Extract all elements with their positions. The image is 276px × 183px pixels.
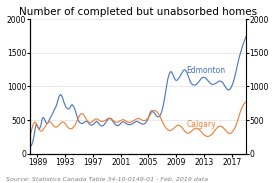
- Edmonton: [187, 75, 190, 77]
- Text: Source: Statistics Canada Table 34-10-0149-01 - Feb. 2019 data: Source: Statistics Canada Table 34-10-01…: [6, 177, 208, 182]
- Edmonton: [36, 126, 40, 129]
- Line: Edmonton: Edmonton: [30, 21, 252, 147]
- Calgary: [206, 135, 209, 138]
- Edmonton: [250, 21, 254, 23]
- Calgary: [43, 126, 47, 128]
- Calgary: [36, 126, 40, 128]
- Text: Calgary: Calgary: [187, 120, 216, 130]
- Calgary: [250, 102, 253, 104]
- Calgary: [187, 132, 190, 134]
- Edmonton: [143, 123, 146, 125]
- Edmonton: [250, 20, 253, 22]
- Calgary: [143, 119, 146, 122]
- Edmonton: [43, 119, 47, 121]
- Edmonton: [29, 146, 32, 148]
- Line: Calgary: Calgary: [30, 101, 252, 137]
- Edmonton: [248, 23, 252, 25]
- Title: Number of completed but unabsorbed homes: Number of completed but unabsorbed homes: [19, 7, 257, 17]
- Calgary: [246, 100, 249, 102]
- Edmonton: [220, 80, 223, 83]
- Text: Edmonton: Edmonton: [187, 66, 226, 75]
- Calgary: [29, 133, 32, 135]
- Calgary: [220, 126, 224, 128]
- Calgary: [250, 103, 254, 105]
